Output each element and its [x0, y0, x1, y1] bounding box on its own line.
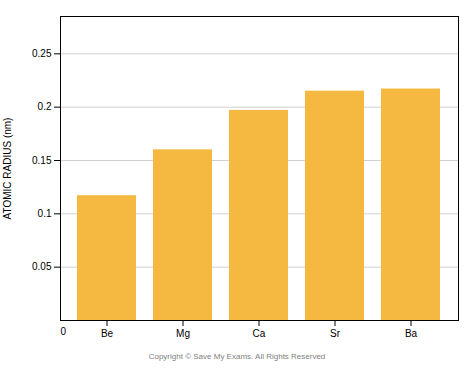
html-text:Copyright © Save My Exams. All: Copyright © Save My Exams. All Rights Re… — [148, 352, 326, 361]
svg-text:0.25: 0.25 — [32, 48, 52, 59]
svg-text:Ca: Ca — [253, 328, 266, 339]
svg-text:0.2: 0.2 — [38, 101, 52, 112]
svg-text:ATOMIC RADIUS (nm): ATOMIC RADIUS (nm) — [2, 118, 13, 220]
svg-text:Sr: Sr — [330, 328, 341, 339]
svg-text:Mg: Mg — [176, 328, 190, 339]
svg-text:0.1: 0.1 — [38, 208, 52, 219]
svg-text:0.05: 0.05 — [32, 261, 52, 272]
svg-text:0: 0 — [61, 326, 67, 337]
svg-text:Be: Be — [101, 328, 114, 339]
svg-text:Ba: Ba — [405, 328, 418, 339]
svg-text:0.15: 0.15 — [32, 155, 52, 166]
